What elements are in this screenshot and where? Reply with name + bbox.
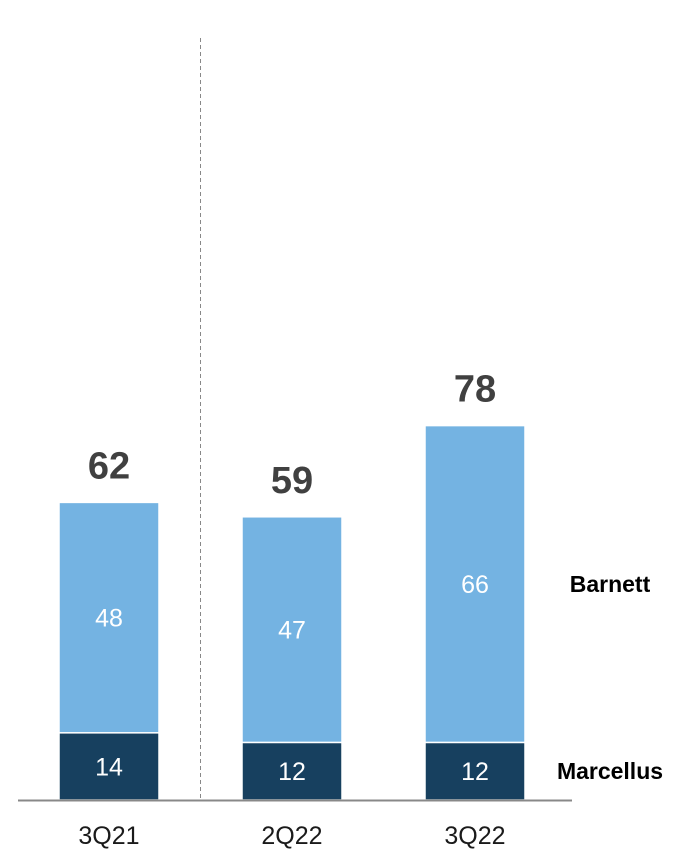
total-value-label: 62 [88, 445, 130, 487]
labels-group: 14 48 62 12 47 59 12 66 78 [88, 369, 496, 787]
x-tick-label: 3Q21 [78, 822, 139, 850]
total-value-label: 78 [454, 369, 496, 411]
bar-segment-barnett-3q22 [424, 424, 526, 744]
bar-segment-barnett-2q22 [241, 516, 343, 744]
legend: Marcellus Barnett [557, 571, 663, 784]
segment-value-label: 14 [95, 753, 123, 781]
legend-label-barnett: Barnett [570, 571, 651, 597]
segment-value-label: 66 [461, 571, 489, 599]
segment-value-label: 12 [461, 758, 489, 786]
legend-label-marcellus: Marcellus [557, 758, 663, 784]
x-tick-label: 2Q22 [261, 822, 322, 850]
total-value-label: 59 [271, 460, 313, 502]
bar-segment-barnett-3q21 [58, 501, 160, 734]
segment-value-label: 12 [278, 758, 306, 786]
segment-value-label: 48 [95, 605, 123, 633]
x-axis-ticks: 3Q21 2Q22 3Q22 [78, 822, 505, 850]
segment-value-label: 47 [278, 617, 306, 645]
x-tick-label: 3Q22 [444, 822, 505, 850]
bars-group [58, 424, 526, 801]
